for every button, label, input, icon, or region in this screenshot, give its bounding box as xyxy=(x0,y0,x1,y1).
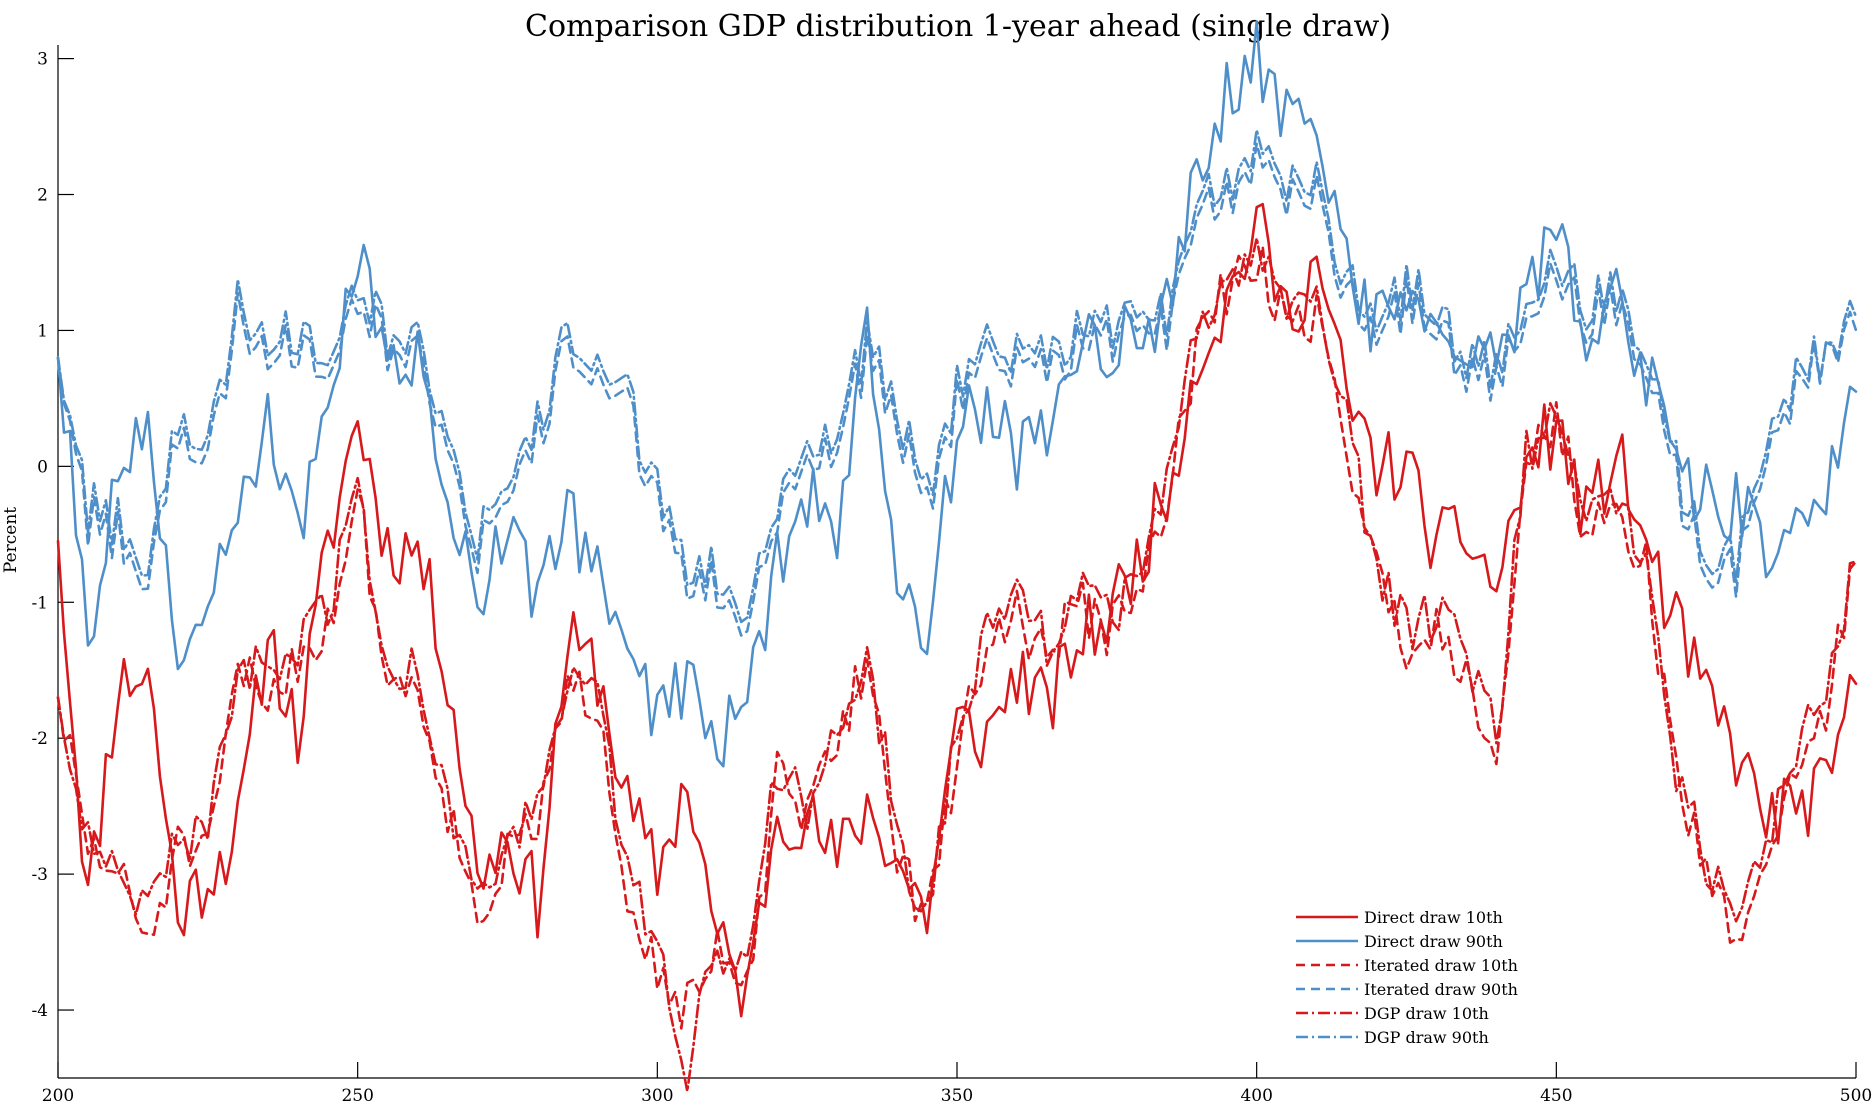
y-tick-label: 0 xyxy=(37,457,48,477)
x-tick-label: 250 xyxy=(341,1086,373,1106)
axes: 200 250 300 350 400 450 500 -4 -3 -2 -1 0 1 2 3 xyxy=(31,45,1872,1106)
series-line-6 xyxy=(56,128,1858,624)
series-line-2 xyxy=(56,20,1858,768)
y-tick-label: -1 xyxy=(31,593,48,613)
legend-label: DGP draw 90th xyxy=(1364,1028,1489,1047)
x-tick-label: 450 xyxy=(1540,1086,1572,1106)
y-axis-label: Percent xyxy=(1,507,21,573)
series-line-4 xyxy=(56,142,1858,637)
series-line-3 xyxy=(56,245,1858,1030)
legend-label: Direct draw 90th xyxy=(1364,932,1503,951)
series-line-5 xyxy=(56,236,1858,1093)
x-tick-label: 300 xyxy=(641,1086,673,1106)
y-tick-label: 3 xyxy=(37,50,48,70)
legend: Direct draw 10th Direct draw 90th Iterated… xyxy=(1296,908,1518,1047)
legend-label: Iterated draw 10th xyxy=(1364,956,1518,975)
series-layer xyxy=(56,20,1858,1093)
y-tick-label: -3 xyxy=(31,865,48,885)
y-tick-label: -4 xyxy=(31,1001,48,1021)
y-tick-label: 1 xyxy=(37,321,48,341)
x-tick-label: 500 xyxy=(1840,1086,1872,1106)
legend-label: Direct draw 10th xyxy=(1364,908,1503,927)
y-tick-label: -2 xyxy=(31,729,48,749)
x-tick-label: 350 xyxy=(941,1086,973,1106)
chart-title: Comparison GDP distribution 1-year ahead… xyxy=(525,9,1391,44)
series-line-1 xyxy=(56,202,1858,1018)
x-tick-label: 200 xyxy=(42,1086,74,1106)
y-tick-label: 2 xyxy=(37,186,48,206)
x-tick-label: 400 xyxy=(1240,1086,1272,1106)
legend-label: Iterated draw 90th xyxy=(1364,980,1518,999)
legend-label: DGP draw 10th xyxy=(1364,1004,1489,1023)
